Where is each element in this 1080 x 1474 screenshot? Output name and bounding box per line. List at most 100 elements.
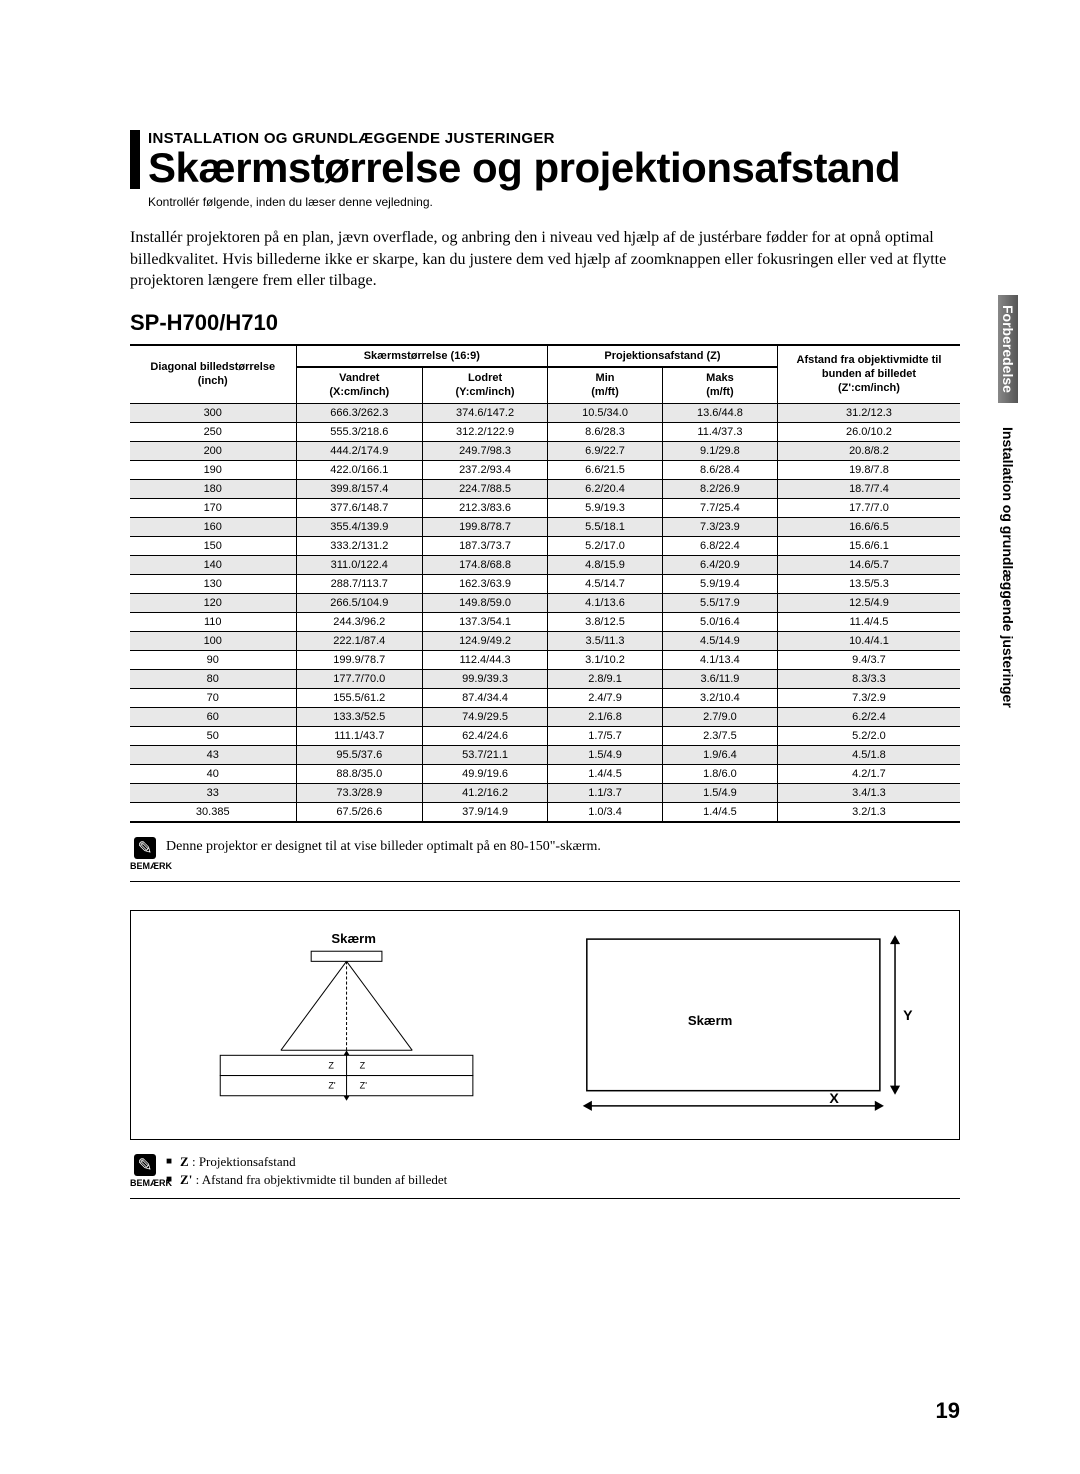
intro-paragraph: Installér projektoren på en plan, jævn o… xyxy=(130,227,960,292)
table-cell: 3.5/11.3 xyxy=(548,631,663,650)
table-cell: 18.7/7.4 xyxy=(777,479,960,498)
table-cell: 140 xyxy=(130,555,296,574)
table-cell: 199.8/78.7 xyxy=(423,517,548,536)
table-cell: 199.9/78.7 xyxy=(296,650,423,669)
table-cell: 33 xyxy=(130,783,296,802)
table-cell: 190 xyxy=(130,460,296,479)
table-cell: 88.8/35.0 xyxy=(296,764,423,783)
table-cell: 4.1/13.4 xyxy=(662,650,777,669)
table-cell: 31.2/12.3 xyxy=(777,403,960,422)
table-cell: 5.2/17.0 xyxy=(548,536,663,555)
table-cell: 49.9/19.6 xyxy=(423,764,548,783)
table-cell: 9.4/3.7 xyxy=(777,650,960,669)
diagram-box: Skærm Z Z Z' Z' Skærm xyxy=(130,910,960,1140)
table-row: 190422.0/166.1237.2/93.46.6/21.58.6/28.4… xyxy=(130,460,960,479)
table-cell: 16.6/6.5 xyxy=(777,517,960,536)
table-cell: 20.8/8.2 xyxy=(777,441,960,460)
table-row: 70155.5/61.287.4/34.42.4/7.93.2/10.47.3/… xyxy=(130,688,960,707)
col-diagonal-l1: Diagonal billedstørrelse xyxy=(150,361,275,373)
table-row: 4395.5/37.653.7/21.11.5/4.91.9/6.44.5/1.… xyxy=(130,745,960,764)
table-cell: 1.9/6.4 xyxy=(662,745,777,764)
note-text: Denne projektor er designet til at vise … xyxy=(160,837,601,855)
table-cell: 177.7/70.0 xyxy=(296,669,423,688)
table-cell: 120 xyxy=(130,593,296,612)
table-cell: 312.2/122.9 xyxy=(423,422,548,441)
table-cell: 150 xyxy=(130,536,296,555)
table-cell: 2.8/9.1 xyxy=(548,669,663,688)
table-cell: 266.5/104.9 xyxy=(296,593,423,612)
side-tab-2: Installation og grundlæggende justeringe… xyxy=(998,417,1018,718)
table-cell: 8.2/26.9 xyxy=(662,479,777,498)
table-cell: 12.5/4.9 xyxy=(777,593,960,612)
hg3-l2: bunden af billedet xyxy=(822,368,916,380)
table-cell: 90 xyxy=(130,650,296,669)
footnote-row: ✎ BEMÆRK ■ Z : Projektionsafstand ■ Z' :… xyxy=(130,1154,960,1199)
table-cell: 1.4/4.5 xyxy=(662,802,777,822)
table-cell: 249.7/98.3 xyxy=(423,441,548,460)
table-cell: 6.8/22.4 xyxy=(662,536,777,555)
table-cell: 1.0/3.4 xyxy=(548,802,663,822)
table-cell: 1.5/4.9 xyxy=(662,783,777,802)
table-cell: 62.4/24.6 xyxy=(423,726,548,745)
table-cell: 212.3/83.6 xyxy=(423,498,548,517)
table-cell: 6.9/22.7 xyxy=(548,441,663,460)
table-cell: 237.2/93.4 xyxy=(423,460,548,479)
table-cell: 180 xyxy=(130,479,296,498)
table-cell: 162.3/63.9 xyxy=(423,574,548,593)
col-max-l1: Maks xyxy=(706,372,734,384)
table-cell: 6.2/2.4 xyxy=(777,707,960,726)
table-cell: 50 xyxy=(130,726,296,745)
hg3-l3: (Z':cm/inch) xyxy=(838,382,900,394)
table-cell: 14.6/5.7 xyxy=(777,555,960,574)
table-row: 50111.1/43.762.4/24.61.7/5.72.3/7.55.2/2… xyxy=(130,726,960,745)
table-cell: 333.2/131.2 xyxy=(296,536,423,555)
table-row: 160355.4/139.9199.8/78.75.5/18.17.3/23.9… xyxy=(130,517,960,536)
table-cell: 30.385 xyxy=(130,802,296,822)
table-cell: 7.7/25.4 xyxy=(662,498,777,517)
table-cell: 155.5/61.2 xyxy=(296,688,423,707)
table-cell: 2.3/7.5 xyxy=(662,726,777,745)
footnote-icon: ✎ xyxy=(134,1154,156,1176)
table-cell: 222.1/87.4 xyxy=(296,631,423,650)
table-cell: 7.3/23.9 xyxy=(662,517,777,536)
col-v-l2: (Y:cm/inch) xyxy=(456,386,515,398)
table-cell: 422.0/166.1 xyxy=(296,460,423,479)
table-cell: 5.9/19.3 xyxy=(548,498,663,517)
table-row: 250555.3/218.6312.2/122.98.6/28.311.4/37… xyxy=(130,422,960,441)
footnote-label: BEMÆRK xyxy=(130,1178,160,1188)
col-max-l2: (m/ft) xyxy=(706,386,734,398)
header-group-2: Projektionsafstand (Z) xyxy=(548,345,778,367)
table-cell: 2.4/7.9 xyxy=(548,688,663,707)
table-cell: 1.8/6.0 xyxy=(662,764,777,783)
table-row: 3373.3/28.941.2/16.21.1/3.71.5/4.93.4/1.… xyxy=(130,783,960,802)
table-row: 300666.3/262.3374.6/147.210.5/34.013.6/4… xyxy=(130,403,960,422)
table-cell: 8.3/3.3 xyxy=(777,669,960,688)
footnote-line-2: ■ Z' : Afstand fra objektivmidte til bun… xyxy=(166,1172,447,1188)
table-cell: 244.3/96.2 xyxy=(296,612,423,631)
table-cell: 4.2/1.7 xyxy=(777,764,960,783)
table-row: 100222.1/87.4124.9/49.23.5/11.34.5/14.91… xyxy=(130,631,960,650)
table-cell: 112.4/44.3 xyxy=(423,650,548,669)
table-cell: 111.1/43.7 xyxy=(296,726,423,745)
note-icon: ✎ xyxy=(134,837,156,859)
svg-text:Z': Z' xyxy=(360,1080,368,1090)
table-cell: 3.1/10.2 xyxy=(548,650,663,669)
section-title: Skærmstørrelse og projektionsafstand xyxy=(148,147,960,189)
table-cell: 11.4/4.5 xyxy=(777,612,960,631)
svg-text:Z': Z' xyxy=(328,1080,336,1090)
side-tab-1: Forberedelse xyxy=(998,295,1018,403)
table-cell: 3.8/12.5 xyxy=(548,612,663,631)
table-cell: 311.0/122.4 xyxy=(296,555,423,574)
table-cell: 124.9/49.2 xyxy=(423,631,548,650)
table-cell: 1.1/3.7 xyxy=(548,783,663,802)
table-cell: 43 xyxy=(130,745,296,764)
col-diagonal-l2: (inch) xyxy=(198,375,228,387)
table-row: 80177.7/70.099.9/39.32.8/9.13.6/11.98.3/… xyxy=(130,669,960,688)
table-cell: 187.3/73.7 xyxy=(423,536,548,555)
table-cell: 17.7/7.0 xyxy=(777,498,960,517)
table-cell: 555.3/218.6 xyxy=(296,422,423,441)
side-tabs: Forberedelse Installation og grundlæggen… xyxy=(998,295,1018,718)
svg-text:Y: Y xyxy=(903,1007,913,1023)
table-cell: 288.7/113.7 xyxy=(296,574,423,593)
table-cell: 70 xyxy=(130,688,296,707)
